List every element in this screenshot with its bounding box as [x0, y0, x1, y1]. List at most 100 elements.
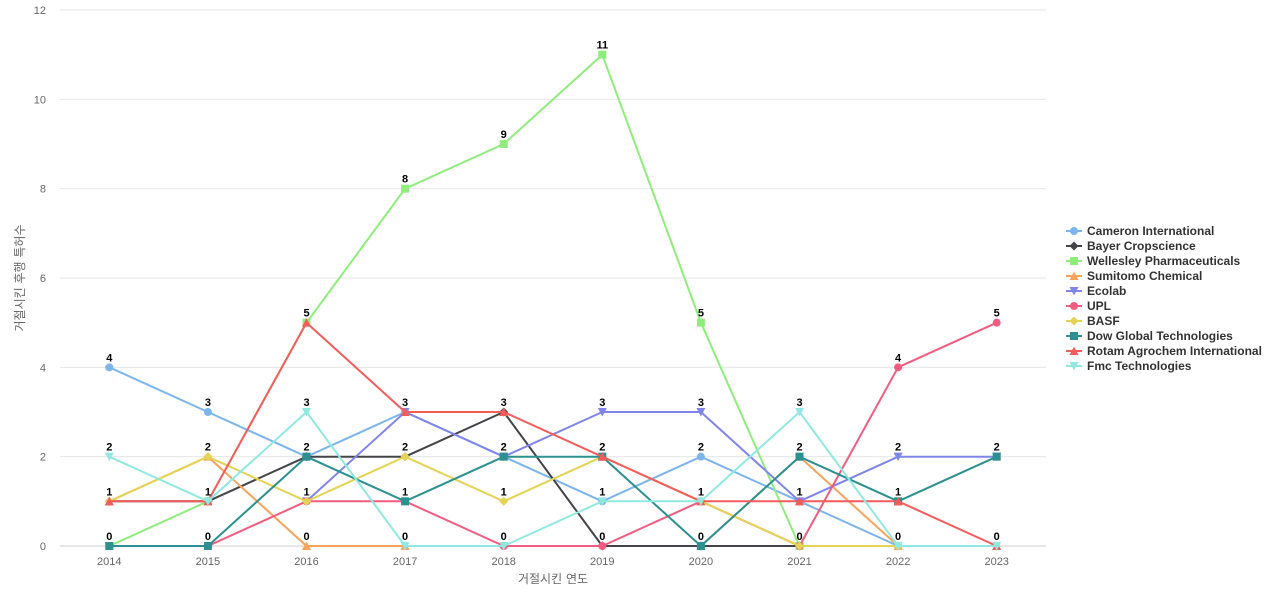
data-label: 3 — [402, 397, 408, 409]
data-label: 2 — [698, 442, 704, 454]
data-point — [105, 542, 114, 550]
data-point — [203, 542, 212, 550]
y-axis-ticks: 0 2 4 6 8 10 12 — [34, 5, 46, 553]
data-label: 1 — [205, 486, 211, 498]
data-label: 2 — [303, 442, 309, 454]
x-tick-label: 2018 — [491, 556, 515, 568]
data-point — [795, 541, 804, 551]
data-point — [302, 541, 311, 550]
legend-marker — [1070, 257, 1078, 265]
data-point — [795, 496, 804, 506]
legend-marker — [1069, 346, 1079, 355]
x-tick-label: 2022 — [886, 556, 910, 568]
legend-label: Wellesley Pharmaceuticals — [1087, 254, 1241, 268]
x-tick-label: 2021 — [787, 556, 811, 568]
data-label: 5 — [303, 308, 309, 320]
data-label: 0 — [205, 531, 211, 543]
data-point — [696, 318, 705, 327]
data-label: 1 — [796, 486, 802, 498]
x-tick-label: 2014 — [97, 556, 121, 568]
x-tick-label: 2015 — [196, 556, 220, 568]
data-point — [598, 542, 607, 550]
data-label: 0 — [895, 531, 901, 543]
legend-item-sumitomo-chemical[interactable]: Sumitomo Chemical — [1066, 269, 1202, 283]
data-label: 1 — [106, 486, 112, 498]
legend-item-dow-global-technologies[interactable]: Dow Global Technologies — [1066, 329, 1233, 343]
data-point — [499, 452, 508, 461]
data-point — [696, 408, 706, 417]
legend-item-rotam-agrochem-international[interactable]: Rotam Agrochem International — [1066, 344, 1262, 358]
data-label: 5 — [994, 308, 1000, 320]
data-point — [597, 408, 607, 417]
series-wellesley-pharmaceuticals — [105, 50, 804, 550]
data-label: 3 — [303, 397, 309, 409]
data-point — [597, 497, 607, 506]
data-point — [893, 496, 903, 506]
data-point — [499, 542, 509, 551]
data-point — [203, 497, 213, 506]
data-label: 0 — [796, 531, 802, 543]
legend-item-wellesley-pharmaceuticals[interactable]: Wellesley Pharmaceuticals — [1066, 254, 1241, 268]
data-label: 9 — [501, 129, 507, 141]
data-label: 3 — [599, 397, 605, 409]
data-label: 1 — [303, 486, 309, 498]
y-tick-label: 0 — [40, 541, 46, 553]
data-label: 3 — [205, 397, 211, 409]
data-label: 0 — [402, 531, 408, 543]
data-point — [401, 497, 410, 506]
series-line — [108, 411, 998, 547]
legend-item-cameron-international[interactable]: Cameron International — [1066, 224, 1214, 238]
data-label: 0 — [303, 531, 309, 543]
data-point — [104, 496, 114, 506]
data-point — [992, 542, 1002, 551]
series-line — [108, 321, 998, 547]
legend-item-ecolab[interactable]: Ecolab — [1066, 284, 1126, 298]
y-axis-title: 거절시킨 후행 특허수 — [12, 225, 27, 332]
x-tick-label: 2020 — [689, 556, 713, 568]
data-point — [302, 496, 311, 506]
y-tick-label: 8 — [40, 184, 46, 196]
data-point — [401, 184, 410, 193]
legend-label: Dow Global Technologies — [1087, 329, 1233, 343]
x-tick-label: 2017 — [393, 556, 417, 568]
x-axis-title: 거절시킨 연도 — [518, 572, 588, 586]
data-label: 2 — [501, 442, 507, 454]
legend-marker — [1069, 271, 1079, 280]
x-tick-label: 2019 — [590, 556, 614, 568]
data-label: 2 — [106, 442, 112, 454]
data-label: 1 — [599, 486, 605, 498]
data-point — [795, 408, 804, 417]
data-point — [400, 452, 410, 462]
legend-label: Bayer Cropscience — [1087, 239, 1196, 253]
data-point — [499, 496, 509, 506]
data-label: 1 — [501, 486, 507, 498]
legend-item-basf[interactable]: BASF — [1066, 314, 1120, 328]
legend-item-fmc-technologies[interactable]: Fmc Technologies — [1066, 359, 1192, 373]
grid-lines — [60, 9, 1046, 547]
legend-item-upl[interactable]: UPL — [1066, 299, 1111, 313]
data-label: 0 — [106, 531, 112, 543]
data-point — [795, 452, 804, 461]
data-point — [597, 452, 607, 461]
data-label: 3 — [501, 397, 507, 409]
legend-label: Sumitomo Chemical — [1087, 269, 1202, 283]
data-label: 5 — [698, 308, 704, 320]
y-tick-label: 12 — [34, 5, 46, 17]
data-point — [893, 542, 903, 551]
x-axis-ticks: 2014 2015 2016 2017 2018 2019 2020 2021 2022 2023 — [97, 556, 1009, 568]
legend-item-bayer-cropscience[interactable]: Bayer Cropscience — [1066, 239, 1196, 253]
legend-label: BASF — [1087, 314, 1120, 328]
data-label: 1 — [895, 486, 901, 498]
series-rotam-agrochem-international — [104, 318, 1002, 550]
data-label: 11 — [596, 40, 608, 52]
legend-label: UPL — [1087, 299, 1111, 313]
y-tick-label: 10 — [34, 94, 46, 106]
data-label: 2 — [599, 442, 605, 454]
legend-marker — [1069, 241, 1079, 251]
data-label: 1 — [698, 486, 704, 498]
legend-marker — [1070, 302, 1078, 310]
data-point — [499, 140, 508, 148]
data-point — [203, 452, 213, 462]
data-point — [400, 407, 410, 416]
